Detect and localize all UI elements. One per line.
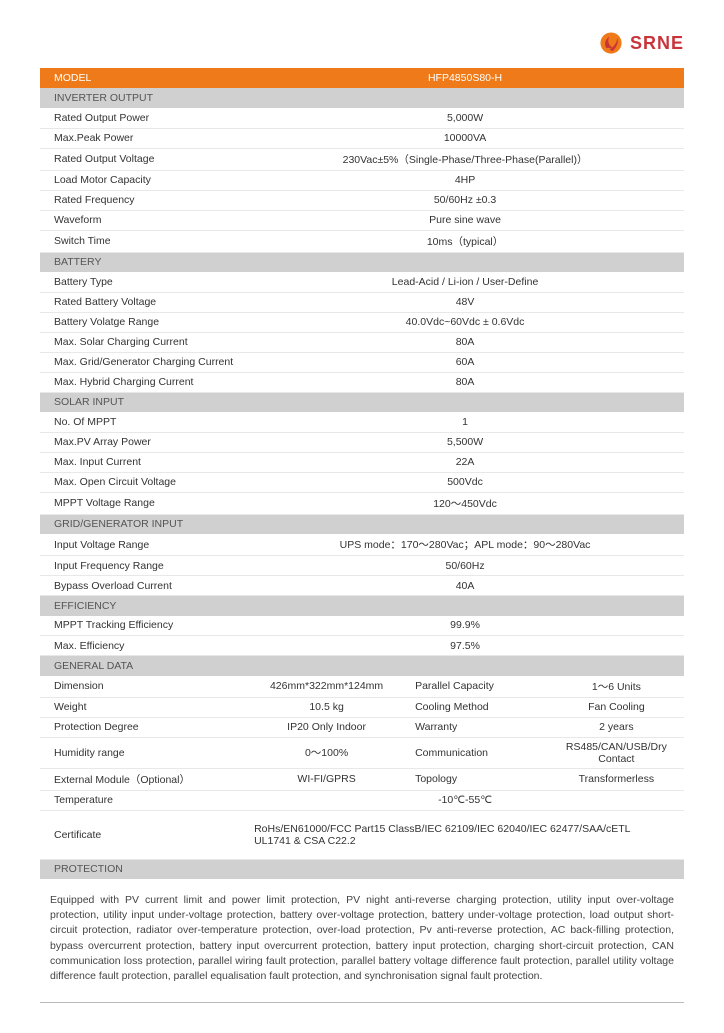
model-header-row: MODEL HFP4850S80-H	[40, 68, 684, 88]
table-row: Protection Degree IP20 Only Indoor Warra…	[40, 717, 684, 737]
spec-sheet: SRNE MODEL HFP4850S80-H INVERTER OUTPUT …	[0, 0, 724, 1033]
table-row: Bypass Overload Current40A	[40, 576, 684, 596]
table-row: Switch Time10ms（typical）	[40, 230, 684, 252]
table-row: External Module（Optional） WI-FI/GPRS Top…	[40, 768, 684, 790]
table-row: Rated Output Power5,000W	[40, 108, 684, 128]
table-row: WaveformPure sine wave	[40, 210, 684, 230]
section-battery: BATTERY	[40, 252, 684, 272]
table-row: Max. Hybrid Charging Current80A	[40, 372, 684, 392]
table-row: Input Voltage RangeUPS mode：170～280Vac；A…	[40, 534, 684, 556]
table-row: Rated Frequency50/60Hz ±0.3	[40, 190, 684, 210]
footer-divider	[40, 1002, 684, 1003]
section-general: GENERAL DATA	[40, 656, 684, 676]
table-row: Battery Volatge Range40.0Vdc~60Vdc ± 0.6…	[40, 312, 684, 332]
table-row: Rated Battery Voltage48V	[40, 292, 684, 312]
table-row: Battery TypeLead-Acid / Li-ion / User-De…	[40, 272, 684, 292]
table-row: Temperature -10℃-55℃	[40, 790, 684, 810]
table-row: Humidity range 0～100% Communication RS48…	[40, 737, 684, 768]
table-row: Max. Grid/Generator Charging Current60A	[40, 352, 684, 372]
section-inverter-output: INVERTER OUTPUT	[40, 88, 684, 108]
table-row: Max. Solar Charging Current80A	[40, 332, 684, 352]
protection-description: Equipped with PV current limit and power…	[40, 879, 684, 998]
section-solar-input: SOLAR INPUT	[40, 392, 684, 412]
table-row: MPPT Voltage Range120～450Vdc	[40, 492, 684, 514]
section-efficiency: EFFICIENCY	[40, 596, 684, 616]
model-label: MODEL	[40, 68, 246, 88]
table-row: Weight 10.5 kg Cooling Method Fan Coolin…	[40, 697, 684, 717]
model-value: HFP4850S80-H	[246, 68, 684, 88]
section-grid-input: GRID/GENERATOR INPUT	[40, 514, 684, 534]
brand-row: SRNE	[40, 30, 684, 56]
table-row: Rated Output Voltage230Vac±5%（Single-Pha…	[40, 148, 684, 170]
table-row: Max. Efficiency97.5%	[40, 636, 684, 656]
table-row: Input Frequency Range50/60Hz	[40, 556, 684, 576]
brand-name: SRNE	[630, 33, 684, 54]
table-row: Certificate RoHs/EN61000/FCC Part15 Clas…	[40, 810, 684, 859]
table-row: Max.PV Array Power5,500W	[40, 432, 684, 452]
brand-logo-icon	[598, 30, 624, 56]
spec-table: MODEL HFP4850S80-H INVERTER OUTPUT Rated…	[40, 68, 684, 879]
table-row: Load Motor Capacity4HP	[40, 170, 684, 190]
table-row: Max. Open Circuit Voltage500Vdc	[40, 472, 684, 492]
table-row: No. Of MPPT1	[40, 412, 684, 432]
table-row: MPPT Tracking Efficiency99.9%	[40, 616, 684, 636]
table-row: Max.Peak Power10000VA	[40, 128, 684, 148]
table-row: Dimension 426mm*322mm*124mm Parallel Cap…	[40, 676, 684, 698]
section-protection: PROTECTION	[40, 859, 684, 879]
table-row: Max. Input Current22A	[40, 452, 684, 472]
